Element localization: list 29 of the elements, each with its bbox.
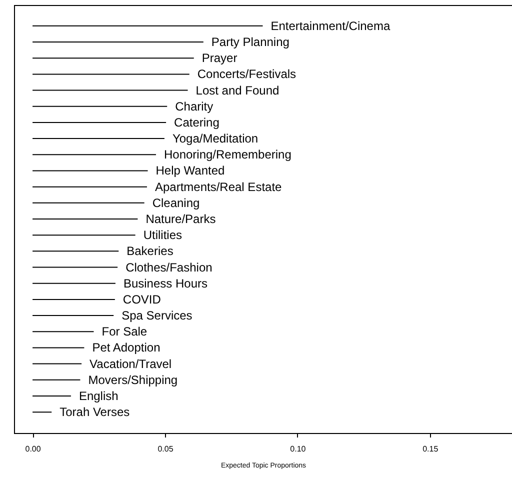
y-tick-label: Nature/Parks [146, 212, 216, 226]
y-tick-label: Spa Services [122, 308, 192, 323]
y-tick-label: Catering [174, 115, 220, 130]
y-tick-label: Torah Verses [60, 405, 130, 420]
y-tick-label: Party Planning [211, 35, 290, 50]
y-tick-label: Movers/Shipping [88, 372, 178, 387]
x-tick-label: 0.10 [290, 444, 306, 454]
x-tick-label: 0.05 [158, 444, 174, 454]
y-tick-label: English [78, 388, 118, 403]
x-tick-label: 0.00 [25, 444, 42, 454]
y-tick-label: Pet Adoption [92, 340, 160, 355]
y-tick-label: Entertainment/Cinema [270, 18, 390, 33]
y-tick-label: Vacation/Travel [90, 356, 172, 371]
y-tick-label: Charity [175, 99, 214, 114]
y-tick-label: Clothes/Fashion [126, 260, 212, 274]
y-tick-label: Concerts/Festivals [197, 67, 296, 82]
y-tick-label: Honoring/Remembering [164, 148, 292, 162]
y-tick-label: Yoga/Meditation [172, 132, 258, 146]
y-tick-label: For Sale [102, 324, 148, 339]
y-tick-label: Business Hours [123, 276, 208, 290]
x-tick-label: 0.15 [422, 444, 439, 454]
y-tick-label: Utilities [143, 228, 182, 242]
y-tick-label: Prayer [202, 51, 238, 66]
y-tick-label: Apartments/Real Estate [154, 180, 282, 194]
y-tick-label: Lost and Found [196, 83, 280, 98]
y-tick-label: Bakeries [126, 244, 174, 258]
y-tick-label: COVID [122, 292, 162, 306]
y-tick-label: Help Wanted [156, 164, 225, 178]
y-tick-label: Cleaning [152, 196, 200, 210]
